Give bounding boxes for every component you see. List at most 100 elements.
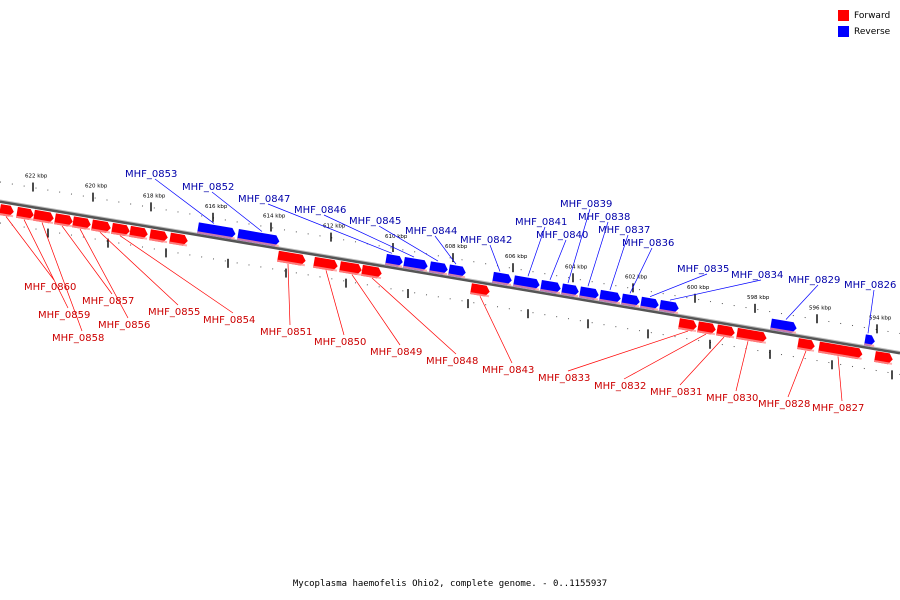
axis-tick-label: 622 kbp bbox=[25, 174, 48, 180]
gene-label-reverse[interactable]: MHF_0826 bbox=[844, 280, 896, 291]
gene-mhf-0838-arrow[interactable] bbox=[579, 286, 600, 301]
gene-leader-line bbox=[649, 273, 708, 298]
gene-mhf-0832-arrow[interactable] bbox=[697, 321, 717, 336]
gene-mhf-0850-arrow[interactable] bbox=[313, 256, 338, 272]
gene-mhf-0839-arrow[interactable] bbox=[561, 283, 580, 298]
gene-unlabelled-arrow-shade bbox=[874, 359, 893, 365]
gene-mhf-0826-arrow[interactable] bbox=[864, 334, 876, 347]
gene-leader-line bbox=[267, 203, 393, 254]
gene-mhf-0841-arrow[interactable] bbox=[513, 275, 540, 291]
gene-label-forward[interactable]: MHF_0848 bbox=[426, 356, 478, 367]
gene-mhf-0836-arrow[interactable] bbox=[621, 293, 641, 308]
gene-label-forward[interactable]: MHF_0831 bbox=[650, 387, 702, 398]
gene-label-forward[interactable]: MHF_0860 bbox=[24, 282, 76, 293]
gene-unlabelled-arrow[interactable] bbox=[169, 232, 189, 247]
gene-mhf-0844-arrow[interactable] bbox=[448, 264, 467, 279]
gene-mhf-0827-arrow-shade bbox=[818, 350, 862, 360]
gene-mhf-0833-arrow[interactable] bbox=[678, 318, 698, 332]
gene-mhf-0856-arrow-shade bbox=[72, 225, 91, 231]
gene-mhf-0835-arrow[interactable] bbox=[640, 296, 660, 311]
gene-leader-line bbox=[679, 336, 725, 386]
gene-mhf-0851-arrow[interactable] bbox=[277, 250, 306, 267]
gene-leader-line bbox=[587, 221, 609, 287]
gene-label-forward[interactable]: MHF_0849 bbox=[370, 347, 422, 358]
gene-mhf-0846-arrow[interactable] bbox=[403, 256, 428, 272]
gene-label-reverse[interactable]: MHF_0834 bbox=[731, 270, 783, 281]
gene-mhf-0859-arrow[interactable] bbox=[16, 206, 35, 221]
gene-mhf-0840-arrow[interactable] bbox=[540, 279, 562, 295]
gene-label-reverse[interactable]: MHF_0847 bbox=[238, 194, 290, 205]
gene-mhf-0837-arrow[interactable] bbox=[599, 289, 622, 305]
gene-label-reverse[interactable]: MHF_0842 bbox=[460, 235, 512, 246]
gene-label-reverse[interactable]: MHF_0844 bbox=[405, 226, 457, 237]
gene-leader-line bbox=[549, 239, 567, 281]
gene-mhf-0842-arrow[interactable] bbox=[492, 271, 513, 286]
gene-leader-line bbox=[371, 277, 457, 355]
gene-mhf-0849-arrow[interactable] bbox=[339, 261, 363, 276]
gene-unlabelled-arrow[interactable] bbox=[149, 229, 169, 244]
gene-mhf-0840-arrow-shade bbox=[540, 288, 561, 295]
gene-label-forward[interactable]: MHF_0832 bbox=[594, 381, 646, 392]
gene-label-forward[interactable]: MHF_0833 bbox=[538, 373, 590, 384]
gene-mhf-0854-arrow[interactable] bbox=[111, 222, 131, 237]
gene-mhf-0829-arrow[interactable] bbox=[770, 318, 797, 334]
gene-mhf-0828-arrow[interactable] bbox=[797, 338, 816, 352]
gene-label-reverse[interactable]: MHF_0836 bbox=[622, 238, 674, 249]
gene-label-forward[interactable]: MHF_0855 bbox=[148, 307, 200, 318]
gene-mhf-0856-arrow[interactable] bbox=[72, 216, 92, 231]
gene-leader-line bbox=[378, 225, 439, 262]
axis-tick-label: 606 kbp bbox=[505, 254, 528, 260]
gene-mhf-0852-arrow[interactable] bbox=[237, 229, 280, 247]
gene-label-reverse[interactable]: MHF_0841 bbox=[515, 217, 567, 228]
gene-label-forward[interactable]: MHF_0854 bbox=[203, 315, 255, 326]
genome-backbone-highlight bbox=[0, 199, 900, 352]
gene-mhf-0858-arrow[interactable] bbox=[33, 209, 55, 224]
gene-label-reverse[interactable]: MHF_0845 bbox=[349, 216, 401, 227]
gene-mhf-0831-arrow[interactable] bbox=[716, 324, 736, 339]
gene-label-reverse[interactable]: MHF_0835 bbox=[677, 264, 729, 275]
gene-mhf-0843-arrow-shade bbox=[470, 292, 490, 298]
gene-mhf-0853-arrow[interactable] bbox=[197, 222, 236, 240]
gene-leader-line bbox=[567, 330, 689, 372]
gene-label-forward[interactable]: MHF_0859 bbox=[38, 310, 90, 321]
gene-label-reverse[interactable]: MHF_0852 bbox=[182, 182, 234, 193]
gene-mhf-0826-arrow-body bbox=[864, 334, 875, 347]
axis-tick-label: 598 kbp bbox=[747, 295, 770, 301]
gene-unlabelled-arrow[interactable] bbox=[874, 351, 894, 365]
gene-label-reverse[interactable]: MHF_0840 bbox=[536, 230, 588, 241]
gene-mhf-0855-arrow[interactable] bbox=[91, 219, 112, 234]
gene-label-reverse[interactable]: MHF_0846 bbox=[294, 205, 346, 216]
gene-unlabelled-arrow[interactable] bbox=[129, 225, 149, 240]
gene-mhf-0857-arrow[interactable] bbox=[54, 213, 74, 228]
gene-mhf-0830-arrow[interactable] bbox=[736, 327, 767, 344]
gene-label-reverse[interactable]: MHF_0839 bbox=[560, 199, 612, 210]
legend-forward-label: Forward bbox=[854, 10, 891, 21]
gene-label-reverse[interactable]: MHF_0837 bbox=[598, 225, 650, 236]
gene-label-forward[interactable]: MHF_0857 bbox=[82, 296, 134, 307]
gene-label-forward[interactable]: MHF_0830 bbox=[706, 393, 758, 404]
gene-label-forward[interactable]: MHF_0850 bbox=[314, 337, 366, 348]
axis-tick-label: 612 kbp bbox=[323, 224, 346, 230]
gene-mhf-0847-arrow[interactable] bbox=[385, 253, 404, 268]
gene-label-reverse[interactable]: MHF_0838 bbox=[578, 212, 630, 223]
map-caption: Mycoplasma haemofelis Ohio2, complete ge… bbox=[292, 579, 608, 589]
gene-label-forward[interactable]: MHF_0856 bbox=[98, 320, 150, 331]
gene-label-forward[interactable]: MHF_0843 bbox=[482, 365, 534, 376]
gene-label-reverse[interactable]: MHF_0853 bbox=[125, 169, 177, 180]
gene-mhf-0827-arrow[interactable] bbox=[818, 341, 863, 360]
gene-label-forward[interactable]: MHF_0851 bbox=[260, 327, 312, 338]
gene-leader-line bbox=[787, 350, 807, 398]
gene-mhf-0848-arrow[interactable] bbox=[361, 264, 383, 280]
gene-leader-line bbox=[735, 341, 749, 392]
gene-mhf-0845-arrow[interactable] bbox=[429, 261, 449, 276]
gene-label-forward[interactable]: MHF_0828 bbox=[758, 399, 810, 410]
gene-leader-line bbox=[211, 191, 263, 232]
legend-reverse-label: Reverse bbox=[854, 26, 891, 37]
gene-label-forward[interactable]: MHF_0827 bbox=[812, 403, 864, 414]
gene-leader-line bbox=[23, 219, 69, 309]
gene-label-forward[interactable]: MHF_0858 bbox=[52, 333, 104, 344]
gene-mhf-0834-arrow[interactable] bbox=[659, 299, 680, 314]
gene-mhf-0843-arrow[interactable] bbox=[470, 283, 491, 298]
gene-mhf-0860-arrow[interactable] bbox=[0, 204, 15, 218]
gene-label-reverse[interactable]: MHF_0829 bbox=[788, 275, 840, 286]
